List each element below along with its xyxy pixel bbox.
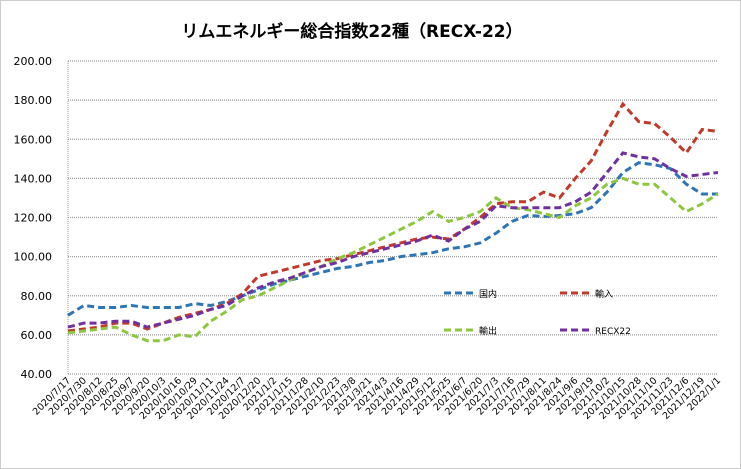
y-tick-label: 60.00 xyxy=(21,329,53,342)
series-line-3 xyxy=(67,151,719,329)
y-tick-label: 160.00 xyxy=(14,133,53,146)
y-tick-label: 140.00 xyxy=(14,172,53,185)
y-tick-label: 180.00 xyxy=(14,94,53,107)
y-tick-label: 80.00 xyxy=(21,290,53,303)
y-tick-label: 120.00 xyxy=(14,212,53,225)
y-tick-label: 40.00 xyxy=(21,368,53,381)
series-line-0 xyxy=(67,161,718,317)
y-tick-label: 200.00 xyxy=(14,55,53,68)
series-line-1 xyxy=(67,101,719,333)
legend-label: 輸入 xyxy=(595,288,613,300)
legend-label: 国内 xyxy=(479,288,497,300)
legend-label: RECX22 xyxy=(595,327,631,337)
series-line-2 xyxy=(67,176,719,343)
legend-label: 輸出 xyxy=(479,325,497,337)
y-tick-label: 100.00 xyxy=(14,251,53,264)
chart-title: リムエネルギー総合指数22種（RECX-22） xyxy=(181,21,522,42)
